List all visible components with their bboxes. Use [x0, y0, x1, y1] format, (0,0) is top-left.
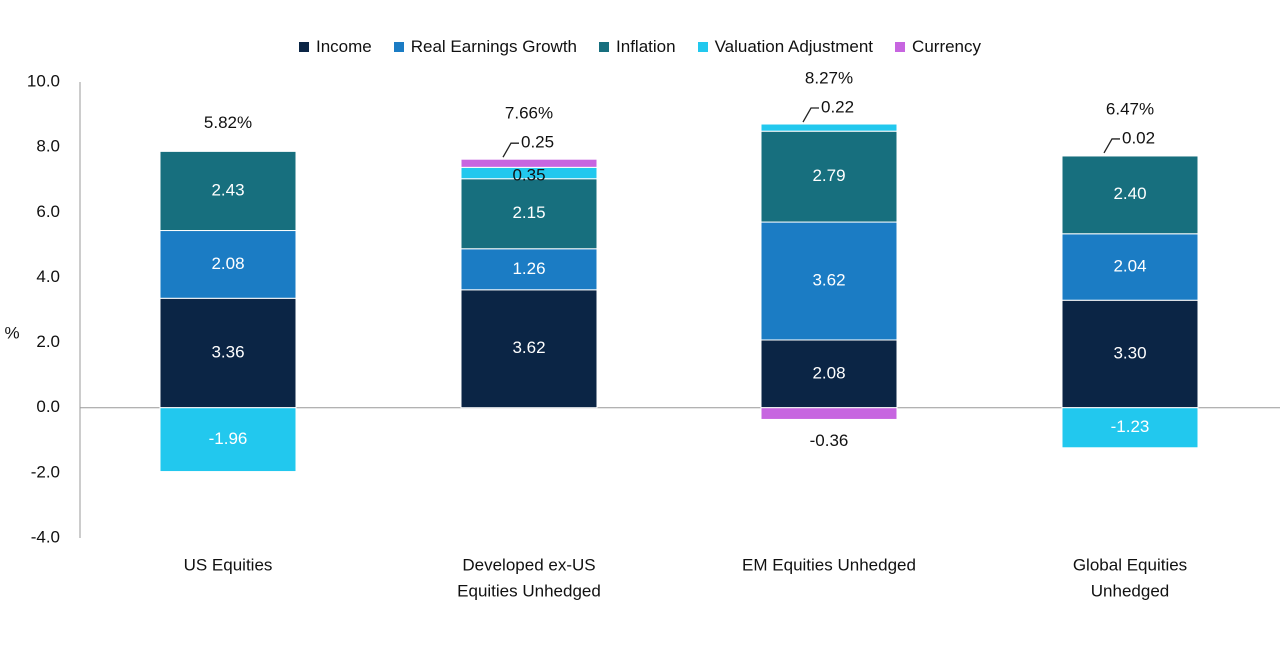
legend-item: Inflation — [599, 36, 676, 58]
segment-value-label: 1.26 — [512, 259, 545, 278]
leader-line — [1103, 138, 1120, 154]
bar-segment — [760, 221, 898, 341]
bar-segment — [460, 158, 598, 168]
segment-value-label: 2.08 — [812, 363, 845, 382]
segment-value-label: 0.25 — [521, 133, 554, 152]
y-tick-label: -4.0 — [31, 527, 60, 546]
y-tick-label: 4.0 — [36, 267, 60, 286]
legend-item: Valuation Adjustment — [697, 36, 874, 58]
bar-segment — [460, 248, 598, 291]
segment-value-label: 2.40 — [1113, 184, 1146, 203]
bar-segment — [159, 407, 297, 473]
bar-segment — [460, 289, 598, 409]
bar-segment — [1061, 407, 1199, 449]
legend: Income Real Earnings Growth Inflation Valua… — [0, 36, 1280, 58]
segment-value-label: 2.43 — [211, 180, 244, 199]
y-tick-label: 10.0 — [27, 71, 60, 90]
bar-segment — [159, 150, 297, 232]
leader-line — [802, 107, 819, 123]
legend-item: Currency — [895, 36, 981, 58]
total-value-label: 7.66% — [505, 104, 553, 123]
segment-value-label: 2.79 — [812, 166, 845, 185]
y-tick-label: 8.0 — [36, 137, 60, 156]
segment-value-label: 0.22 — [821, 98, 854, 117]
bar-segment — [159, 230, 297, 299]
bar-segment — [760, 123, 898, 132]
y-tick-label: 2.0 — [36, 332, 60, 351]
legend-swatch — [298, 42, 309, 52]
legend-label: Valuation Adjustment — [714, 37, 874, 56]
x-category-label: Equities Unhedged — [457, 581, 601, 600]
legend-item: Real Earnings Growth — [393, 36, 578, 58]
y-tick-label: 6.0 — [36, 202, 60, 221]
y-tick-label: -2.0 — [31, 462, 60, 481]
segment-value-label: 3.36 — [211, 342, 244, 361]
legend-swatch — [697, 42, 708, 52]
x-category-label: Unhedged — [1091, 581, 1169, 600]
y-tick-label: 0.0 — [36, 397, 60, 416]
segment-value-label: 2.04 — [1113, 256, 1146, 275]
bar-segment — [460, 178, 598, 250]
bar-segment — [760, 339, 898, 409]
segment-value-label: -0.36 — [810, 431, 849, 450]
segment-value-label: 0.02 — [1122, 128, 1155, 147]
bar-segment — [760, 130, 898, 223]
segment-value-label: 3.62 — [512, 338, 545, 357]
segment-value-label: 3.30 — [1113, 343, 1146, 362]
segment-value-label: 2.08 — [211, 254, 244, 273]
segment-value-label: -1.96 — [209, 429, 248, 448]
segment-value-label: 0.35 — [512, 166, 545, 185]
segment-value-label: 3.62 — [812, 270, 845, 289]
total-value-label: 5.82% — [204, 113, 252, 132]
legend-item: Income — [298, 36, 372, 58]
legend-label: Inflation — [616, 37, 676, 56]
x-category-label: EM Equities Unhedged — [742, 555, 916, 574]
bar-segment — [1061, 233, 1199, 301]
legend-swatch — [599, 42, 610, 52]
legend-swatch — [895, 42, 906, 52]
bar-segment — [760, 407, 898, 420]
bar-segment — [1061, 299, 1199, 409]
legend-label: Income — [315, 37, 372, 56]
legend-label: Currency — [912, 37, 982, 56]
x-category-label: Global Equities — [1073, 555, 1187, 574]
legend-swatch — [393, 42, 404, 52]
y-axis-unit-label: % — [4, 323, 19, 342]
total-value-label: 6.47% — [1106, 99, 1154, 118]
segment-value-label: -1.23 — [1111, 417, 1150, 436]
segment-value-label: 2.15 — [512, 203, 545, 222]
bar-segment — [1061, 154, 1199, 157]
x-category-label: US Equities — [184, 555, 273, 574]
bar-segment — [159, 297, 297, 409]
x-category-label: Developed ex-US — [462, 555, 595, 574]
total-value-label: 8.27% — [805, 69, 853, 88]
leader-line — [502, 142, 519, 158]
legend-label: Real Earnings Growth — [410, 37, 578, 56]
